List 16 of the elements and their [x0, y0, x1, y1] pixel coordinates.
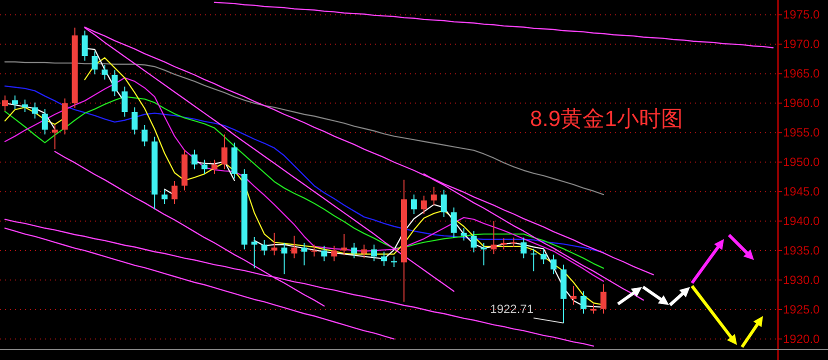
- y-tick-label: 1960.0: [783, 96, 820, 110]
- y-tick-label: 1935.0: [783, 244, 820, 258]
- y-tick-label: 1955.0: [783, 126, 820, 140]
- y-tick-label: 1940.0: [783, 214, 820, 228]
- y-tick-label: 1950.0: [783, 155, 820, 170]
- line-series: [4, 228, 395, 340]
- y-tick-label: 1925.0: [783, 302, 820, 316]
- line-series: [214, 2, 774, 48]
- y-tick-label: 1930.0: [783, 273, 820, 288]
- y-tick-label: 1970.0: [783, 37, 820, 52]
- text: 8.9黄金1小时图: [530, 106, 683, 131]
- y-tick-label: 1920.0: [783, 332, 820, 346]
- y-tick-label: 1945.0: [783, 184, 820, 199]
- annotation: 1922.71: [490, 302, 534, 316]
- y-tick-label: 1975.0: [783, 8, 820, 22]
- y-tick-label: 1965.0: [783, 66, 820, 81]
